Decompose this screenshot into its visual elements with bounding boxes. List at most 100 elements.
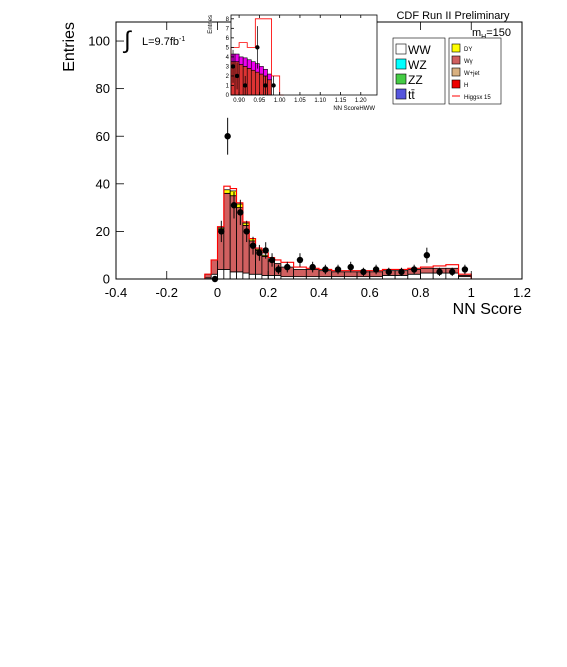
bar-h-7	[259, 66, 264, 75]
y-tick-label-4: 4	[226, 55, 230, 61]
bar-ww-22	[407, 273, 421, 280]
bar-ww-7	[248, 273, 256, 280]
bar-w--26	[458, 275, 472, 278]
inset-y-axis-label: Entries	[208, 15, 214, 34]
main-x-axis: -0.4 -0.2 0 0.2 0.4 0.6 0.8 1 1.2	[105, 22, 531, 300]
data-point-1	[218, 228, 225, 235]
data-point-17	[360, 268, 367, 276]
plot-title: CDF Run II Preliminary	[396, 10, 510, 22]
legend-swatch-2	[451, 67, 461, 77]
bar-w--2	[217, 228, 225, 270]
x-tick-label-0: 0.90	[233, 98, 245, 104]
integral-symbol: ∫	[122, 27, 132, 54]
data-point-1	[234, 73, 240, 79]
y-tick-label-0: 0	[226, 93, 230, 99]
main-x-axis-label: NN Score	[453, 301, 522, 318]
data-point-16	[347, 263, 354, 271]
x-tick-label-2: 1.00	[274, 98, 286, 104]
y-tick-label-1: 20	[96, 224, 110, 239]
data-point-18	[372, 266, 380, 273]
data-point-2	[242, 83, 248, 88]
bar-ww-6	[255, 71, 260, 96]
legend-swatch-3	[395, 88, 407, 100]
bar-h-2	[238, 56, 244, 65]
y-tick-label-3: 3	[226, 65, 230, 71]
bar-ww-23	[420, 272, 434, 280]
bar-ww-5	[236, 271, 244, 280]
data-point-8	[262, 247, 269, 254]
main-y-axis: 0 20 40 60 80 100	[88, 34, 124, 287]
bar-w--9	[261, 255, 269, 276]
inset-plot: 0.90 0.95 1.00 1.05 1.10 1.15 1.20 0 1 2 3 4 5 6 7 8 N…	[208, 14, 378, 112]
x-tick-label-5: 1.15	[335, 98, 347, 104]
signal-line	[230, 18, 284, 96]
legend-label-0: DY	[464, 47, 472, 53]
legend-right-entries: DY Wγ W+jet H Higgsx 15	[451, 43, 491, 101]
bar-ww-8	[255, 273, 263, 280]
data-point-19	[385, 268, 392, 276]
legend-swatch-1	[451, 55, 461, 65]
data-point-4	[263, 83, 268, 88]
x-tick-label-5: 0.6	[361, 285, 379, 300]
bar-ww-4	[246, 68, 252, 96]
data-point-13	[309, 263, 316, 271]
bar-w--13	[293, 269, 307, 278]
x-tick-label-1: -0.2	[156, 285, 178, 300]
bar-w--3	[223, 192, 231, 270]
header: CDF Run II Preliminary mH=150	[390, 10, 515, 41]
legend-label-1: WZ	[408, 58, 427, 72]
bar-ww-2	[217, 269, 225, 280]
data-point-12	[296, 256, 304, 264]
bar-ww-9	[261, 275, 269, 280]
data-point-21	[410, 266, 418, 273]
bar-dy-9	[261, 254, 269, 257]
bar-dy-3	[223, 189, 231, 194]
data-point-9	[268, 256, 276, 264]
bar-ww-5	[250, 69, 256, 96]
data-point-6	[249, 242, 257, 249]
bar-h-8	[263, 68, 268, 77]
data-point-5	[243, 228, 250, 235]
bar-ww-6	[242, 272, 250, 280]
x-tick-label-7: 1	[468, 285, 475, 300]
data-point-4	[237, 209, 244, 216]
bar-h-3	[242, 57, 248, 67]
legend-label-4: Higgsx 15	[464, 95, 491, 101]
inset-frame	[230, 14, 378, 96]
bar-ww-9	[267, 79, 272, 96]
data-point-20	[398, 268, 405, 276]
bar-h-5	[250, 61, 256, 71]
y-tick-label-6: 6	[226, 36, 230, 42]
y-tick-label-2: 2	[226, 74, 230, 80]
data-point-14	[322, 266, 329, 273]
legend-swatch-0	[451, 43, 461, 53]
bar-h-9	[267, 73, 272, 81]
legend-label-3: H	[464, 83, 468, 89]
legend-swatch-0	[395, 43, 407, 55]
inset-signal-histogram	[230, 18, 284, 96]
y-tick-label-5: 5	[226, 45, 230, 51]
data-point-22	[423, 252, 431, 259]
legend-swatch-3	[451, 79, 461, 89]
legend-label-3: tt̄	[408, 88, 415, 102]
bar-w--1	[210, 259, 218, 275]
main-y-axis-label: Entries	[61, 22, 78, 72]
bar-ww-11	[274, 275, 282, 280]
bar-w--10	[267, 260, 275, 276]
x-tick-label-4: 1.10	[314, 98, 326, 104]
bar-ww-7	[259, 73, 264, 96]
legend-label-1: Wγ	[464, 59, 473, 65]
bar-ww-10	[267, 275, 275, 280]
main-data-points	[211, 117, 469, 283]
legend-swatch-2	[395, 73, 407, 85]
legend-label-2: W+jet	[464, 71, 480, 77]
data-point-10	[275, 266, 282, 273]
data-point-23	[436, 268, 443, 276]
data-point-2	[224, 133, 231, 140]
inset-x-axis: 0.90 0.95 1.00 1.05 1.10 1.15 1.20	[233, 15, 367, 104]
x-tick-label-2: 0	[214, 285, 221, 300]
